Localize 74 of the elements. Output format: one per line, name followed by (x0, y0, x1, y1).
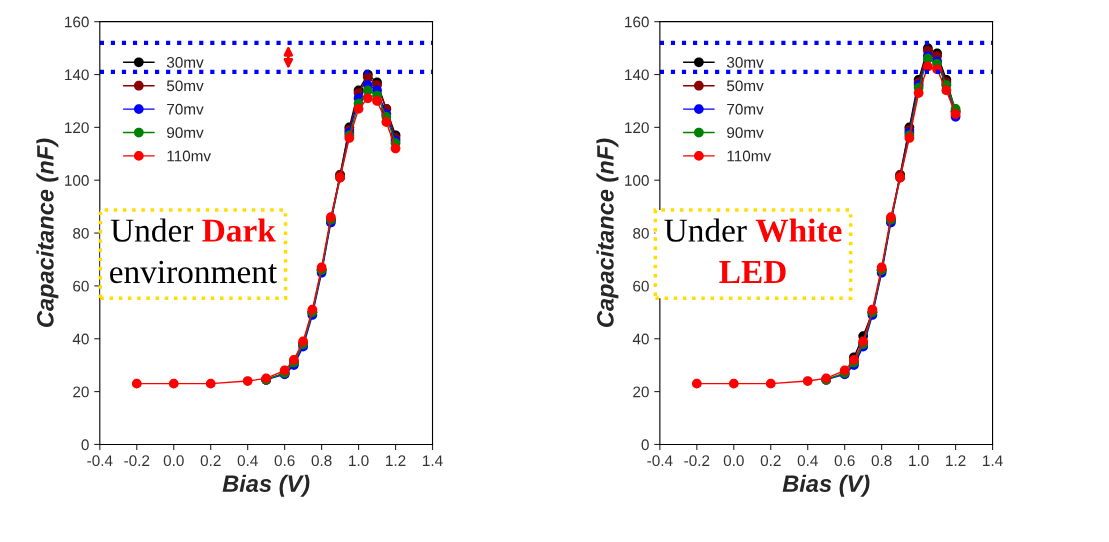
x-tick-label: -0.2 (684, 455, 710, 467)
legend-label: 70mv (727, 103, 764, 115)
y-tick-label: 80 (633, 227, 649, 239)
legend-label: 30mv (166, 56, 204, 68)
annotation: LED (719, 261, 786, 283)
point (205, 378, 216, 389)
legend-label: 30mv (726, 56, 764, 68)
annotation: environment (110, 260, 278, 284)
x-tick-label: 0.2 (200, 455, 221, 467)
legend-label: 50mv (726, 80, 764, 92)
point (362, 93, 373, 104)
x-axis-title: Bias (V) (222, 474, 310, 497)
y-tick-label: 80 (73, 227, 89, 239)
annotation: Under (110, 218, 194, 242)
y-tick-label: 40 (632, 333, 649, 345)
point (802, 376, 813, 386)
x-tick-label: 0.4 (797, 455, 818, 467)
legend-label: 90mv (727, 127, 764, 139)
point (242, 376, 253, 386)
annotation: Dark (202, 218, 276, 242)
legend-label: 50mv (166, 80, 204, 92)
annotation: Under (664, 218, 747, 242)
x-tick-label: 0.8 (311, 455, 332, 467)
x-tick-label: -0.4 (87, 455, 113, 467)
x-tick-label: -0.2 (124, 455, 150, 467)
point (168, 378, 179, 389)
x-tick-label: 0.6 (274, 455, 295, 467)
x-tick-label: 1.0 (349, 455, 369, 467)
y-tick-label: 160 (65, 16, 89, 28)
x-tick-label: 0.0 (723, 455, 744, 467)
point (913, 88, 924, 98)
annotation: White (755, 218, 842, 243)
x-tick-label: 0.4 (237, 455, 258, 467)
point (728, 378, 739, 389)
y-tick-label: 0 (641, 439, 649, 451)
legend-label: 90mv (167, 127, 204, 139)
point (765, 378, 776, 389)
legend-label: 110mv (727, 150, 772, 162)
y-axis-title: Capacitance (nF) (596, 138, 619, 328)
y-tick-label: 120 (65, 122, 89, 134)
x-tick-label: -0.4 (647, 455, 673, 467)
x-tick-label: 1.2 (946, 455, 966, 466)
y-tick-label: 0 (81, 439, 89, 451)
point (691, 378, 702, 389)
y-tick-label: 160 (625, 16, 649, 28)
point (131, 378, 142, 389)
x-axis-title: Bias (V) (782, 474, 870, 497)
point (390, 143, 401, 154)
x-tick-label: 0.2 (760, 455, 781, 467)
legend-label: 70mv (167, 103, 204, 115)
y-tick-label: 60 (73, 280, 89, 292)
x-tick-label: 0.0 (163, 455, 184, 467)
y-tick-label: 140 (625, 69, 649, 81)
point (923, 61, 933, 72)
y-tick-label: 60 (633, 280, 649, 292)
y-axis-title: Capacitance (nF) (36, 138, 59, 328)
x-tick-label: 1.2 (386, 455, 406, 466)
point (941, 85, 952, 96)
y-tick-label: 100 (65, 175, 89, 186)
x-tick-label: 0.6 (834, 455, 855, 467)
y-tick-label: 100 (625, 175, 649, 186)
x-tick-label: 1.4 (423, 455, 443, 466)
point (353, 104, 364, 114)
x-tick-label: 1.0 (909, 455, 929, 467)
point (372, 96, 382, 106)
y-tick-label: 140 (65, 69, 89, 81)
y-tick-label: 20 (633, 386, 649, 398)
y-tick-label: 40 (72, 333, 89, 345)
y-tick-label: 120 (625, 122, 649, 134)
x-tick-label: 0.8 (871, 455, 892, 467)
x-tick-label: 1.4 (983, 455, 1003, 466)
y-tick-label: 20 (73, 386, 89, 398)
legend-label: 110mv (167, 150, 211, 162)
point (381, 117, 392, 127)
